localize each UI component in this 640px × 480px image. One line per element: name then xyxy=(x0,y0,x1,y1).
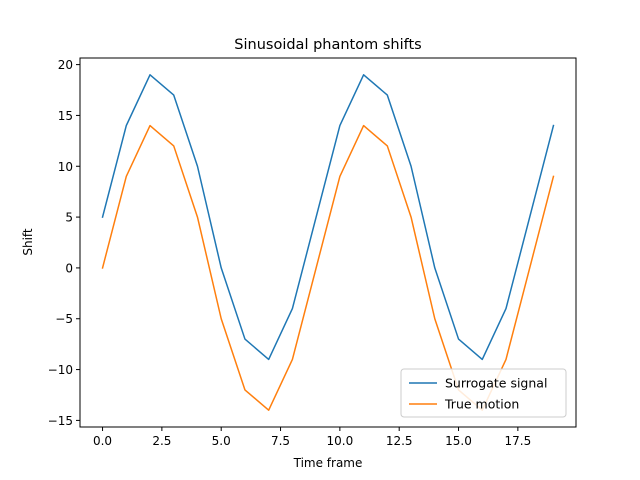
x-axis-title: Time frame xyxy=(293,456,363,470)
legend: Surrogate signal True motion xyxy=(400,368,567,418)
axes-frame xyxy=(79,57,577,428)
x-tick-label: 0.0 xyxy=(93,434,112,448)
y-tick-label: −15 xyxy=(48,414,73,428)
y-tick-label: 0 xyxy=(65,261,73,275)
y-axis-title: Shift xyxy=(21,228,35,256)
y-tick-label: 5 xyxy=(65,211,73,225)
y-tick-label: 20 xyxy=(58,58,73,72)
x-tick-label: 10.0 xyxy=(327,434,354,448)
y-tick-label: −10 xyxy=(48,363,73,377)
x-tick-label: 5.0 xyxy=(212,434,231,448)
series-line-1 xyxy=(101,74,555,361)
plot-area: 0.0 2.5 5.0 7.5 10.0 12.5 15.0 17.5 −15 −10 −5 0 5 10… xyxy=(48,57,577,448)
x-tick-label: 15.0 xyxy=(445,434,472,448)
y-tick-label: 15 xyxy=(58,109,73,123)
x-tick-label: 7.5 xyxy=(271,434,290,448)
chart-title: Sinusoidal phantom shifts xyxy=(234,37,421,53)
y-tick-label: −5 xyxy=(55,312,73,326)
x-tick-label: 17.5 xyxy=(504,434,531,448)
y-tick-label: 10 xyxy=(58,160,73,174)
x-tick-label: 2.5 xyxy=(152,434,171,448)
legend-label-2: True motion xyxy=(444,397,519,412)
legend-box xyxy=(400,368,567,418)
legend-label-1: Surrogate signal xyxy=(445,376,547,391)
x-tick-label: 12.5 xyxy=(386,434,413,448)
